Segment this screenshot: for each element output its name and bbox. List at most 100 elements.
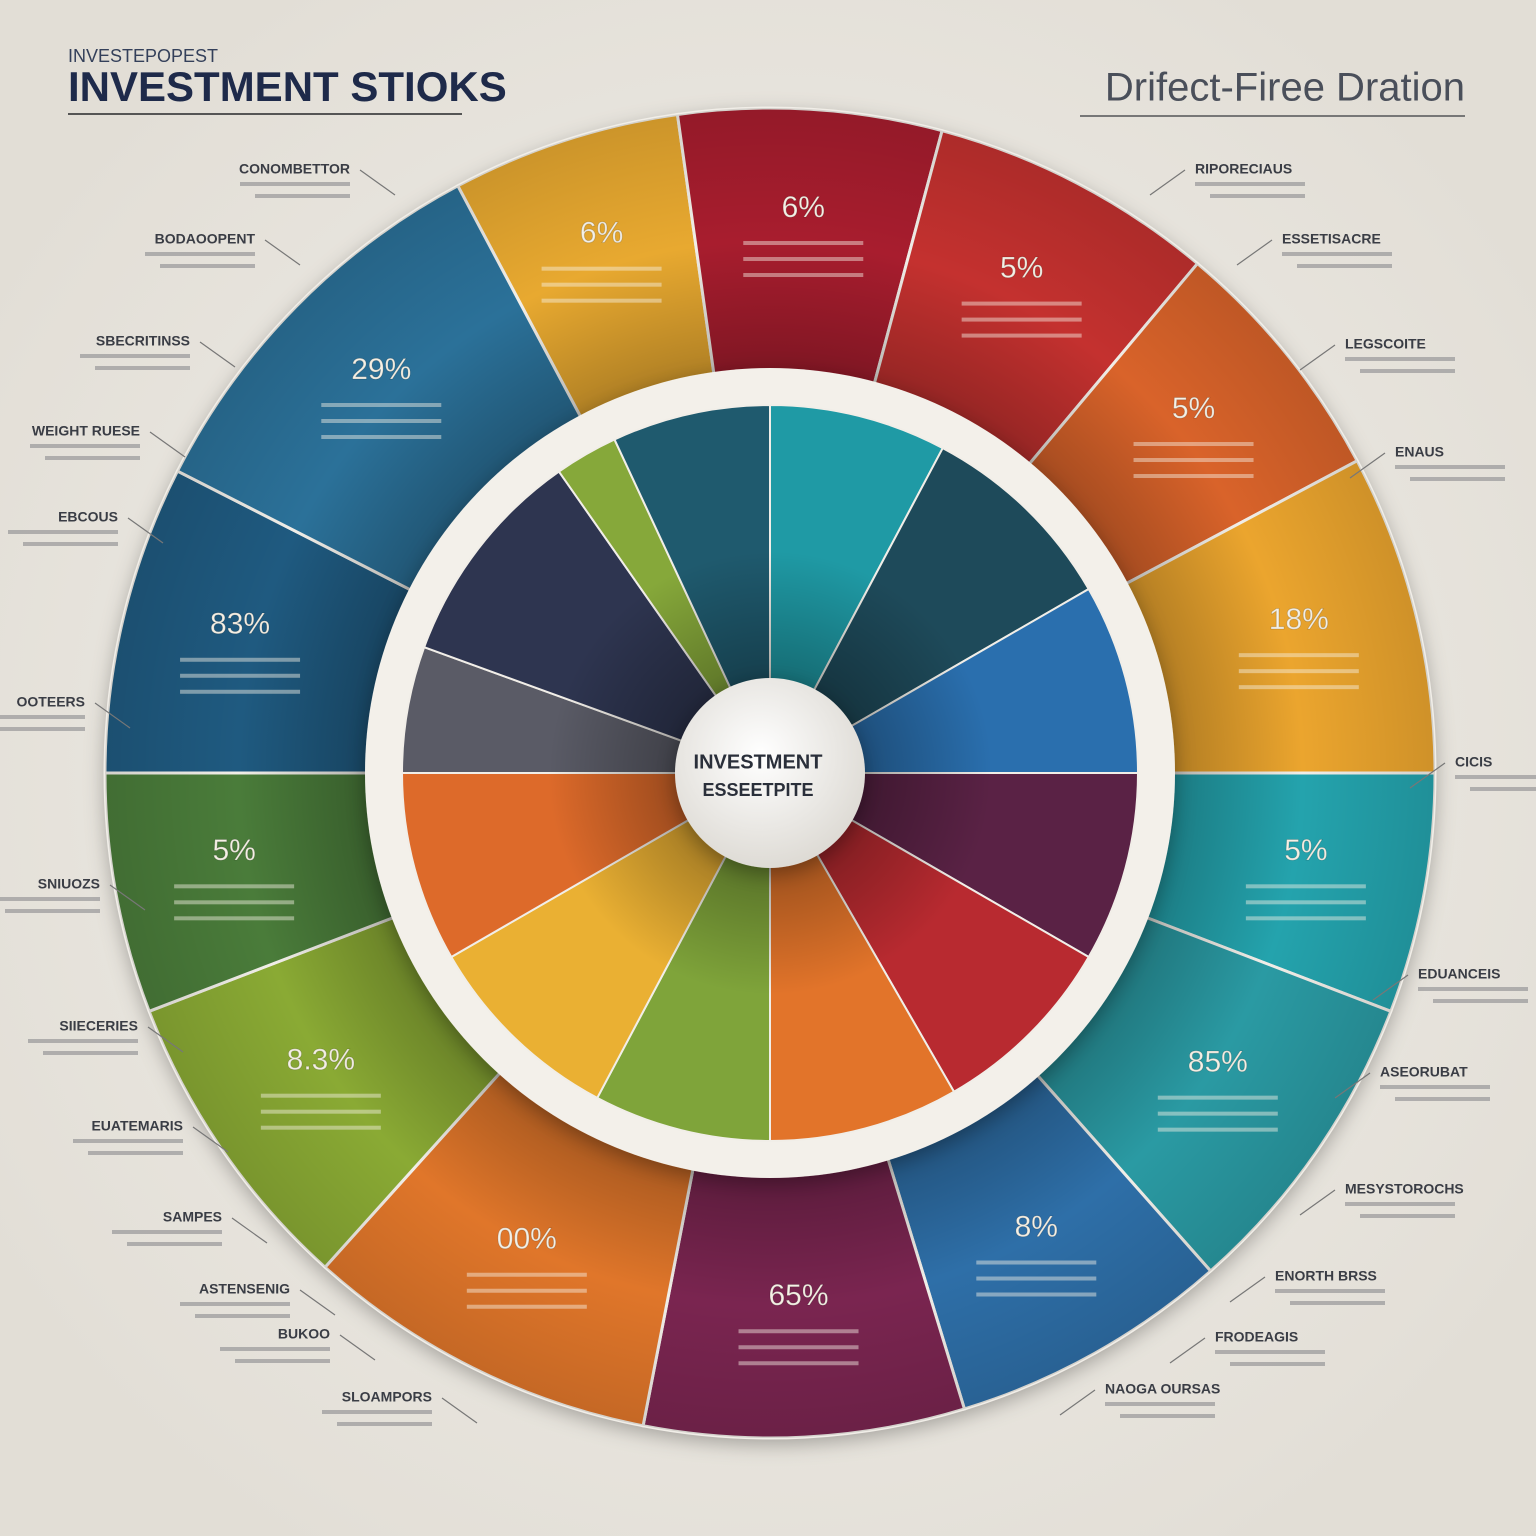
segment-text-line (738, 1329, 859, 1334)
segment-text-line (174, 916, 295, 921)
side-label-note (240, 182, 350, 186)
side-label-note (1210, 194, 1305, 198)
leader-line (1409, 762, 1446, 789)
side-label-note (1418, 987, 1528, 991)
leader-line (441, 1397, 478, 1424)
side-label-note (1215, 1350, 1325, 1354)
leader-line (1236, 239, 1273, 266)
leader-line (127, 517, 164, 544)
leader-line (1349, 452, 1386, 479)
segment-percent: 8.3% (287, 1044, 355, 1077)
side-label: SBECRITINSS (96, 333, 190, 349)
side-label-note (1470, 787, 1536, 791)
segment-text-line (180, 657, 301, 662)
side-label-note (145, 252, 255, 256)
side-label-note (1410, 477, 1505, 481)
segment-percent: 5% (212, 834, 255, 867)
side-label: SNIUOZS (38, 876, 100, 892)
side-label-note (112, 1230, 222, 1234)
side-label-note (1395, 465, 1505, 469)
segment-text-line (1133, 458, 1254, 463)
segment-percent: 85% (1188, 1046, 1248, 1079)
leader-line (1372, 974, 1409, 1001)
segment-text-line (260, 1109, 381, 1114)
side-label-note (88, 1151, 183, 1155)
side-label-note (43, 1051, 138, 1055)
segment-text-line (738, 1361, 859, 1366)
segment-percent: 65% (768, 1279, 828, 1312)
segment-text-line (466, 1272, 587, 1277)
kicker: INVESTEPOPEST (68, 46, 218, 66)
side-label-note (255, 194, 350, 198)
segment-text-line (743, 241, 864, 246)
side-label-note (1275, 1289, 1385, 1293)
side-label: SAMPES (163, 1209, 222, 1225)
side-label-note (1345, 357, 1455, 361)
leader-line (1169, 1337, 1206, 1364)
segment-text-line (961, 333, 1082, 338)
subtitle: Drifect-Firee Dration (1105, 66, 1465, 110)
leader-line (192, 1126, 229, 1153)
side-label: EUATEMARIS (91, 1118, 183, 1134)
segment-text-line (1133, 442, 1254, 447)
leader-line (1334, 1072, 1371, 1099)
segment-text-line (743, 257, 864, 262)
leader-line (299, 1289, 336, 1316)
side-label-note (1195, 182, 1305, 186)
side-label-note (1282, 252, 1392, 256)
side-label-note (30, 444, 140, 448)
leader-line (199, 341, 236, 368)
segment-text-line (976, 1260, 1097, 1265)
side-label-note (1120, 1414, 1215, 1418)
side-label-note (1360, 1214, 1455, 1218)
side-label: CONOMBETTOR (239, 161, 350, 177)
wheel: INVESTMENT ESSEETPITE 6% 6% 5% 5% 18% 5% 85% 8% 65… (103, 106, 1437, 1440)
leader-line (339, 1334, 376, 1361)
segment-text-line (1157, 1095, 1278, 1100)
side-label-note (95, 366, 190, 370)
side-label-note (322, 1410, 432, 1414)
side-label-note (1297, 264, 1392, 268)
segment-text-line (1245, 916, 1366, 921)
segment-text-line (1238, 653, 1359, 658)
segment-text-line (1157, 1111, 1278, 1116)
segment-percent: 5% (1000, 252, 1043, 285)
segment-text-line (976, 1292, 1097, 1297)
side-label-note (23, 542, 118, 546)
side-label-note (1380, 1085, 1490, 1089)
leader-line (94, 702, 131, 729)
side-label: ENAUS (1395, 444, 1444, 460)
side-label: FRODEAGIS (1215, 1329, 1298, 1345)
side-label: RIPORECIAUS (1195, 161, 1292, 177)
leader-line (1229, 1276, 1266, 1303)
segment-text-line (260, 1125, 381, 1130)
side-label: ASTENSENIG (199, 1281, 290, 1297)
segment-percent: 29% (351, 353, 411, 386)
side-label-note (1345, 1202, 1455, 1206)
leader-line (147, 1026, 184, 1053)
segment-text-line (1245, 884, 1366, 889)
side-label-note (337, 1422, 432, 1426)
side-label: NAOGA OURSAS (1105, 1381, 1220, 1397)
side-label-note (1455, 775, 1536, 779)
leader-line (109, 884, 146, 911)
segment-text-line (1133, 474, 1254, 479)
leader-line (231, 1217, 268, 1244)
side-label: WEIGHT RUESE (32, 423, 140, 439)
segment-text-line (738, 1345, 859, 1350)
side-label-note (127, 1242, 222, 1246)
segment-text-line (321, 419, 442, 424)
side-label: CICIS (1455, 754, 1492, 770)
segment-text-line (321, 435, 442, 440)
side-label-note (160, 264, 255, 268)
side-label-note (1433, 999, 1528, 1003)
hub-line: ESSEETPITE (702, 780, 813, 800)
side-label-note (8, 530, 118, 534)
segment-percent: 5% (1172, 392, 1215, 425)
side-label-note (0, 715, 85, 719)
segment-percent: 18% (1269, 603, 1329, 636)
side-label-note (1360, 369, 1455, 373)
segment-percent: 00% (497, 1223, 557, 1256)
side-label-note (5, 909, 100, 913)
